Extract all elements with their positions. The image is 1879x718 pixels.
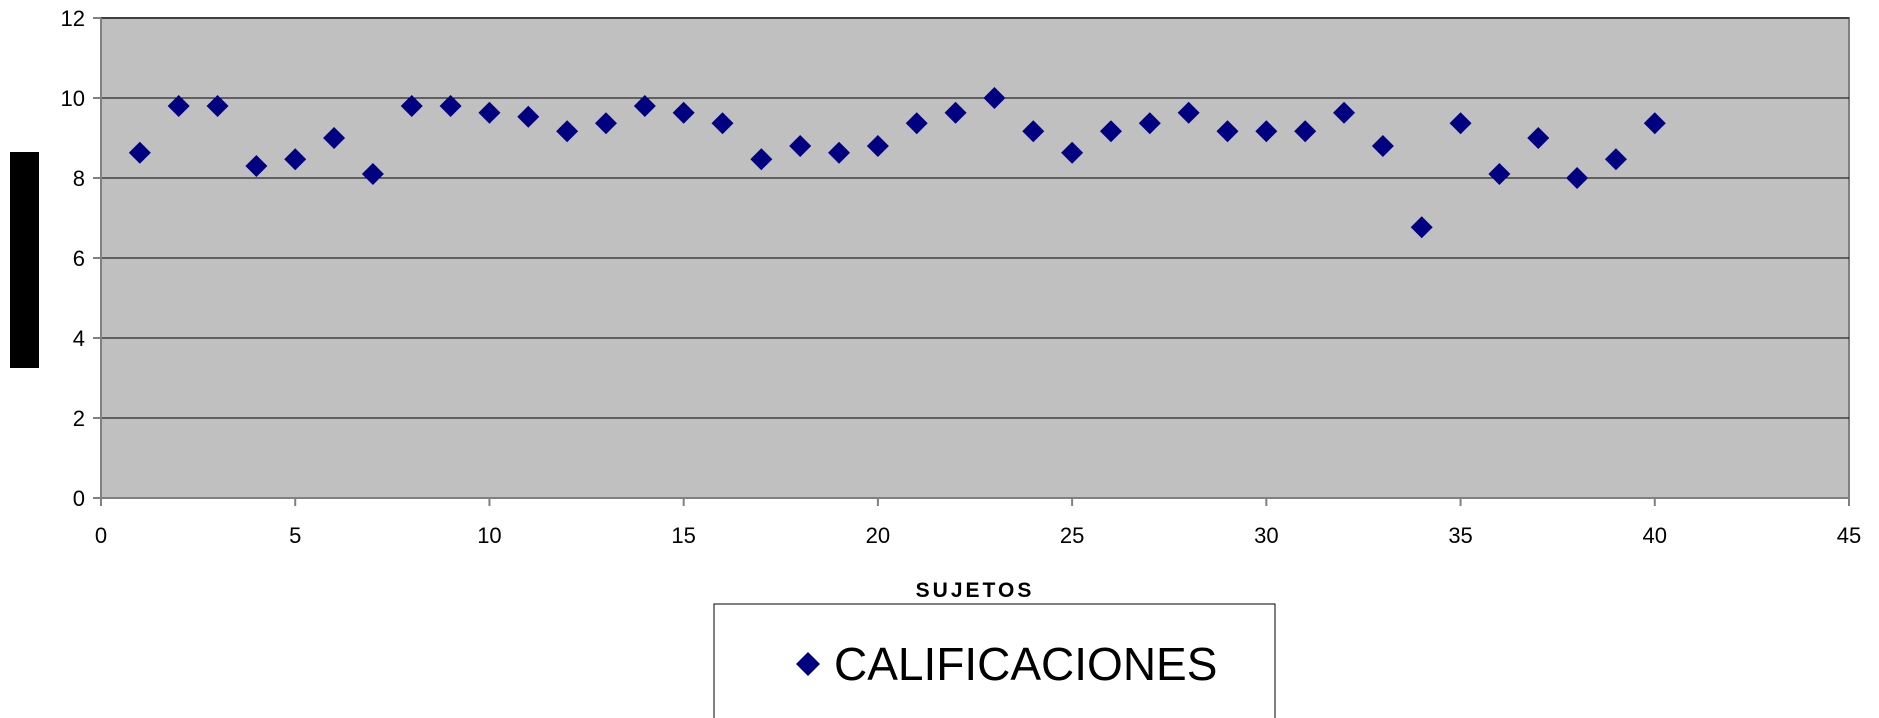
gridlines [101, 17, 1849, 419]
data-point [672, 101, 695, 124]
data-point [1410, 216, 1433, 239]
y-axis-label-redacted [10, 152, 39, 368]
x-tick-label: 25 [1060, 523, 1084, 548]
x-tick-label: 15 [671, 523, 695, 548]
data-point [711, 112, 734, 135]
data-point [750, 148, 773, 171]
data-point [1099, 120, 1122, 143]
y-tick-label: 0 [73, 486, 85, 511]
data-point [633, 95, 656, 117]
data-point [284, 148, 307, 171]
data-point [128, 141, 151, 164]
y-tick-label: 10 [61, 86, 85, 111]
data-point [983, 87, 1006, 109]
legend: CALIFICACIONES [713, 603, 1276, 718]
x-tick-labels: 0 5 10 15 20 25 30 35 40 45 [95, 523, 1861, 548]
x-tick-label: 0 [95, 523, 107, 548]
data-point [1604, 148, 1627, 171]
data-point [1177, 101, 1200, 124]
data-point [1449, 112, 1472, 135]
data-point [323, 127, 346, 149]
data-point [439, 95, 462, 117]
x-axis-label: SUJETOS [916, 579, 1035, 602]
data-point [1138, 112, 1161, 135]
legend-entry: CALIFICACIONES [834, 638, 1217, 690]
y-tick-label: 2 [73, 406, 85, 431]
data-point [1022, 120, 1045, 143]
y-tick-label: 12 [61, 6, 85, 31]
data-point [1333, 101, 1356, 124]
x-tick-label: 10 [477, 523, 501, 548]
data-point [1566, 167, 1589, 189]
data-point [1371, 135, 1394, 157]
data-point [206, 95, 229, 117]
data-point [866, 135, 889, 157]
x-tick-label: 40 [1643, 523, 1667, 548]
data-point [517, 105, 540, 128]
x-tick-label: 5 [289, 523, 301, 548]
data-point [905, 112, 928, 135]
y-tick-labels: 0 2 4 6 8 10 12 [61, 6, 85, 511]
x-tick-label: 35 [1448, 523, 1472, 548]
data-point [1294, 120, 1317, 143]
data-point [1061, 141, 1084, 164]
data-point [400, 95, 423, 117]
data-point [1255, 120, 1278, 143]
y-tick-label: 4 [73, 326, 85, 351]
data-point [556, 120, 579, 143]
x-tick-label: 30 [1254, 523, 1278, 548]
data-point [828, 141, 851, 164]
y-tick-label: 6 [73, 246, 85, 271]
data-point [944, 101, 967, 124]
data-point [478, 101, 501, 124]
data-point [789, 135, 812, 157]
data-point [1527, 127, 1550, 149]
data-point [1488, 163, 1511, 185]
legend-marker-diamond-icon [796, 652, 820, 676]
data-points [128, 87, 1666, 239]
data-point [361, 163, 384, 185]
data-point [245, 155, 268, 177]
data-point [167, 95, 190, 117]
axes [93, 17, 1850, 506]
x-tick-label: 20 [866, 523, 890, 548]
data-point [594, 112, 617, 135]
x-tick-label: 45 [1837, 523, 1861, 548]
data-point [1216, 120, 1239, 143]
data-point [1643, 112, 1666, 135]
y-tick-label: 8 [73, 166, 85, 191]
